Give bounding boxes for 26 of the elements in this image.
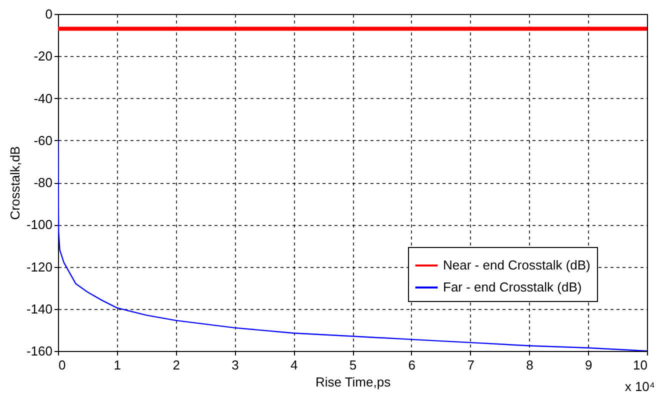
legend-label: Near - end Crosstalk (dB)	[443, 258, 590, 272]
x-tick-label: 3	[232, 358, 239, 372]
x-tick-label: 4	[290, 358, 298, 372]
y-tick-label: -100	[26, 217, 52, 232]
y-tick-label: -60	[34, 132, 52, 148]
line-series	[58, 140, 647, 351]
y-tick-label: -120	[26, 259, 52, 274]
y-tick-label: -40	[34, 90, 52, 106]
y-tick-label: -160	[26, 344, 52, 358]
x-tick-label: 0	[58, 358, 66, 372]
y-axis-title: Crosstalk,dB	[7, 146, 22, 220]
x-tick-label: 7	[467, 358, 474, 372]
x-tick-label: 5	[349, 358, 357, 372]
y-tick-label: 0	[45, 6, 52, 22]
y-tick-label: -80	[34, 175, 52, 190]
x-tick-label: 10	[633, 358, 648, 372]
y-tick-label: -140	[26, 301, 52, 316]
x-tick-label: 6	[408, 358, 416, 372]
y-tick-label: -20	[34, 48, 52, 64]
x-axis-title: Rise Time,ps	[315, 374, 392, 390]
x-tick-label: 1	[114, 358, 122, 372]
x-tick-label: 8	[526, 358, 534, 372]
x-tick-label: 9	[584, 358, 592, 372]
x-tick-label: 2	[172, 358, 180, 372]
legend-label: Far - end Crosstalk (dB)	[443, 280, 582, 294]
text: x 10⁴	[624, 379, 655, 394]
